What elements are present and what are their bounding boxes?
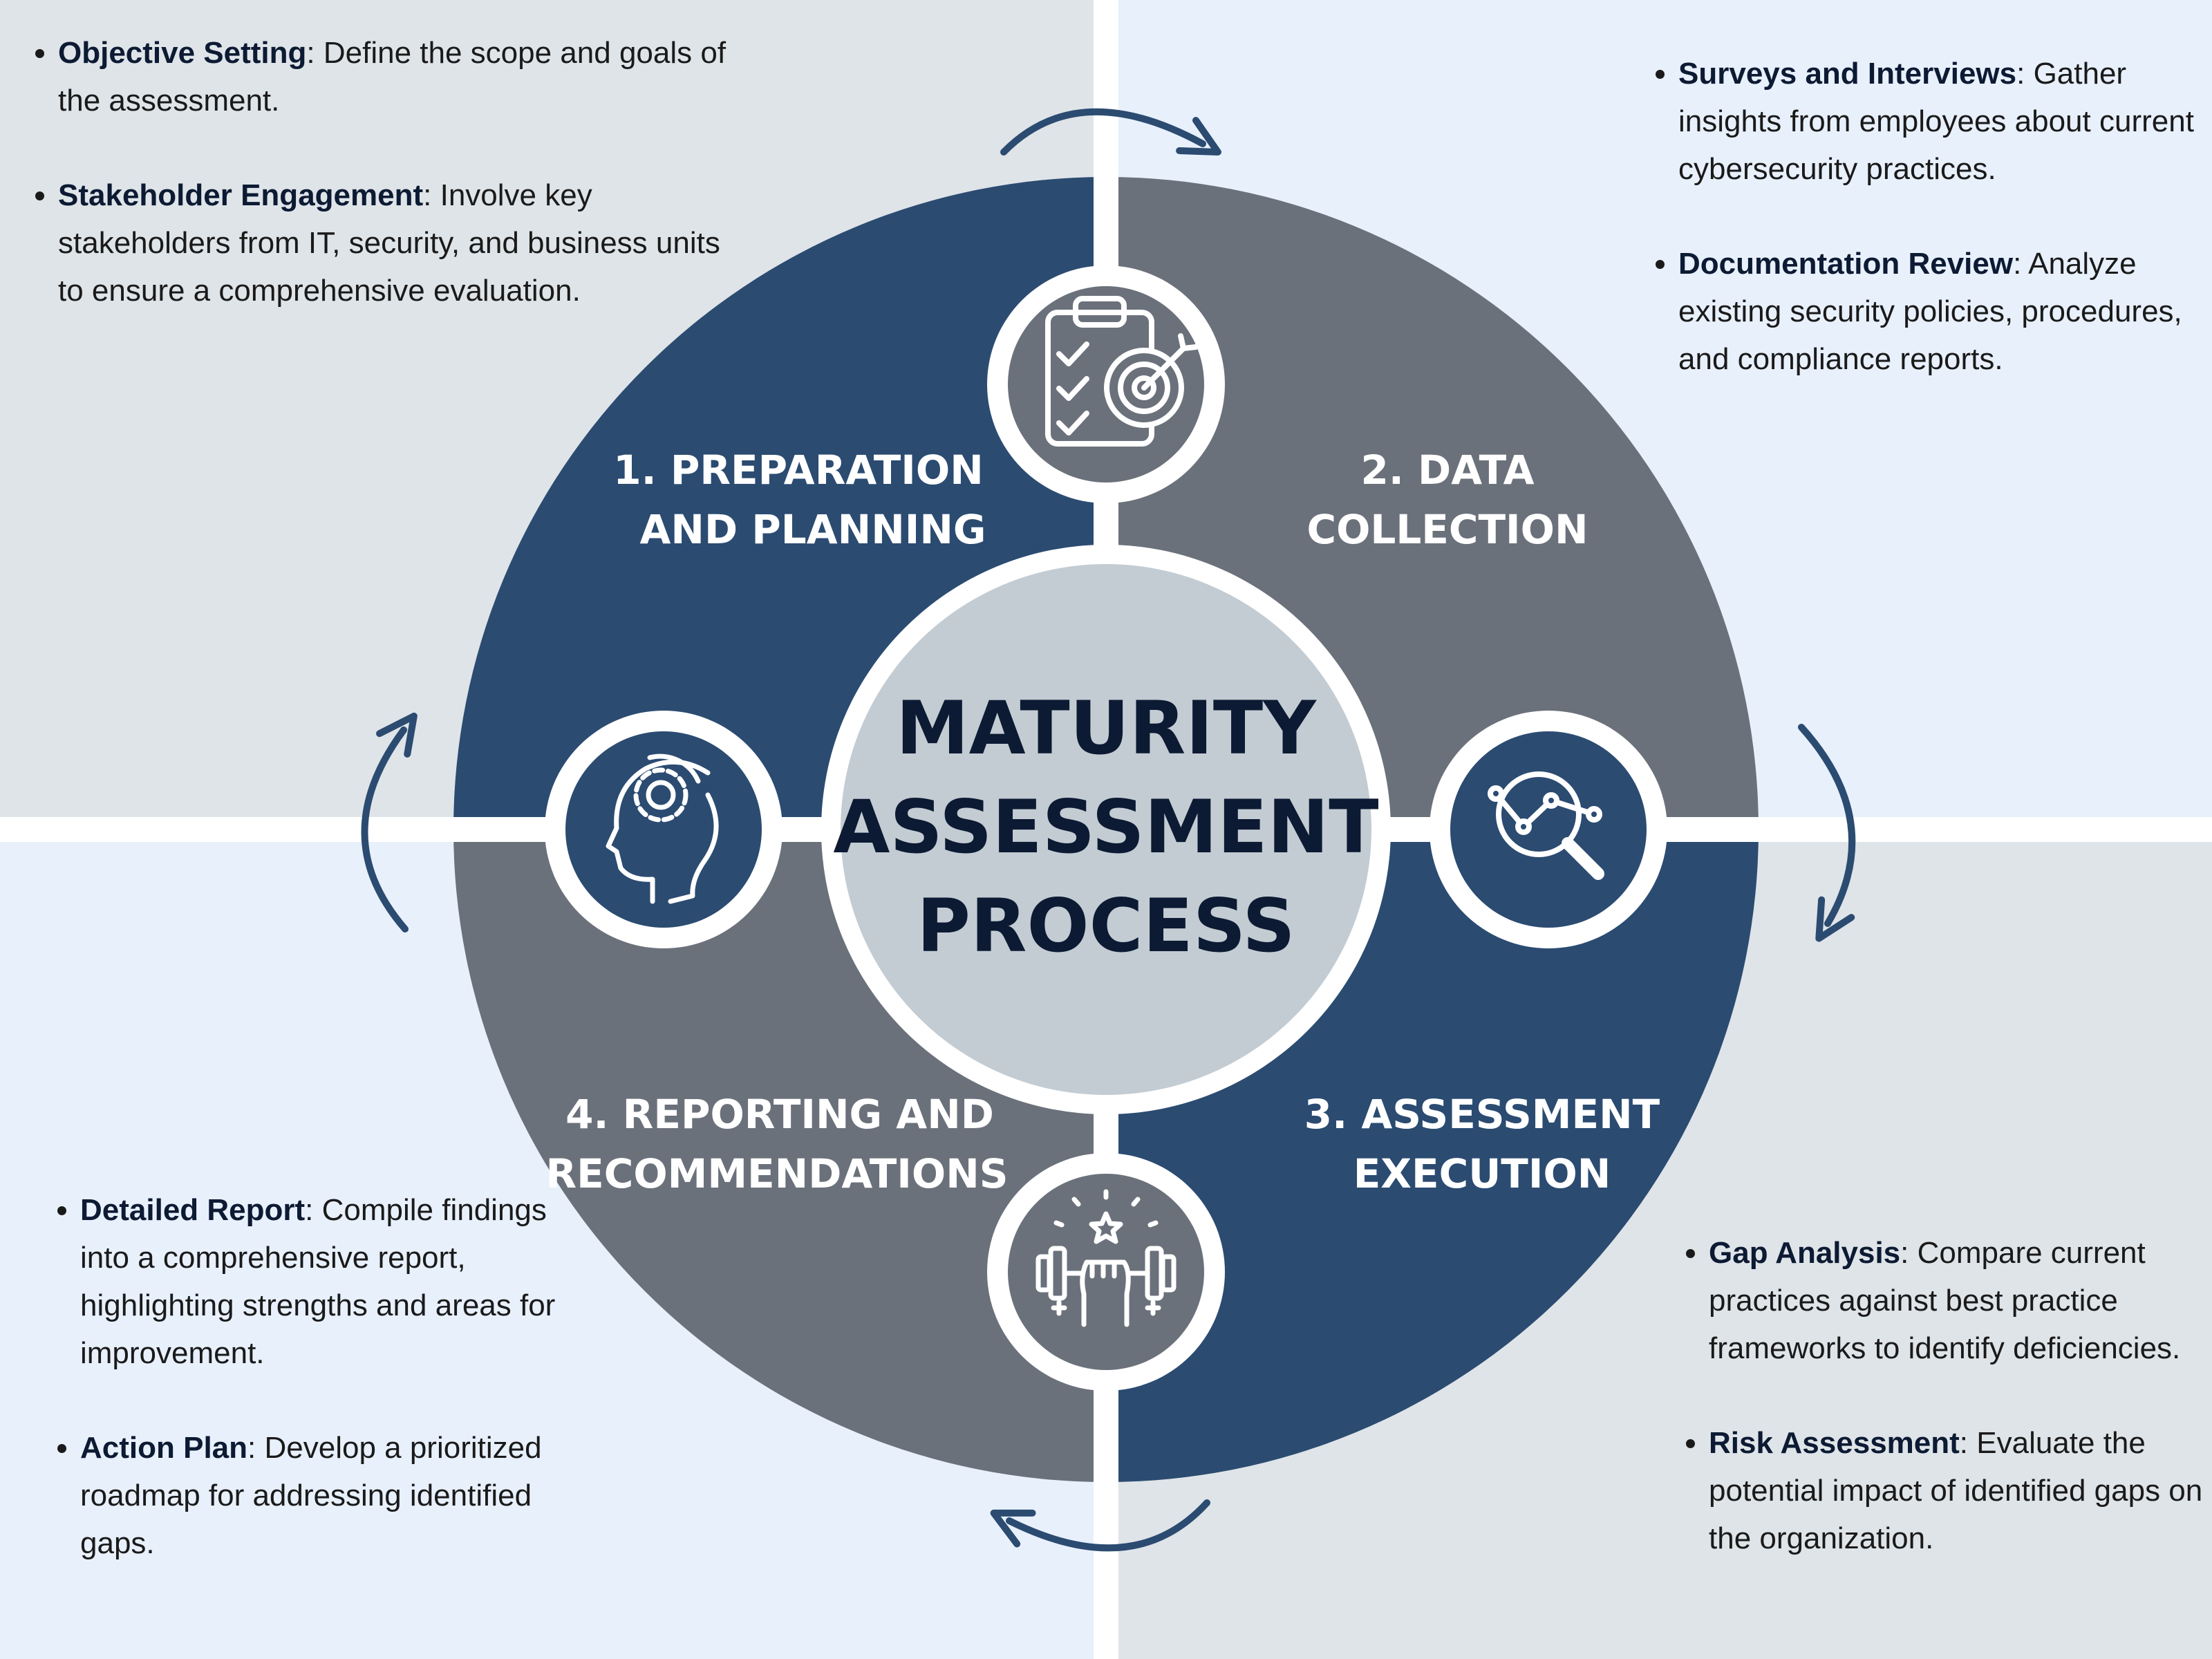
phase-1-notes: Objective Setting: Define the scope and … [25, 29, 749, 315]
bullet-term: Detailed Report [80, 1193, 306, 1227]
center-title-line-2: ASSESSMENT [833, 785, 1378, 870]
list-item: Action Plan: Develop a prioritized roadm… [80, 1424, 578, 1567]
phase-4-notes: Detailed Report: Compile findings into a… [47, 1186, 578, 1567]
bullet-text: : Develop a prioritized roadmap for addr… [80, 1431, 542, 1560]
list-item: Gap Analysis: Compare current practices … [1709, 1229, 2212, 1372]
bullet-text: : Compile findings into a comprehensive … [80, 1193, 556, 1370]
bullet-term: Risk Assessment [1709, 1426, 1960, 1460]
bullet-text: : Involve key stakeholders from IT, secu… [58, 178, 720, 308]
bullet-term: Stakeholder Engagement [58, 178, 424, 212]
bullet-text: : Analyze existing security policies, pr… [1678, 247, 2182, 376]
phase-2-notes: Surveys and Interviews: Gather insights … [1645, 50, 2212, 383]
badge-top [987, 265, 1225, 503]
badge-right [1430, 711, 1667, 948]
phase-4-title-line-1: 4. REPORTING AND [565, 1091, 994, 1138]
phase-4-title-line-2: RECOMMENDATIONS [545, 1150, 1008, 1197]
bullet-term: Surveys and Interviews [1678, 57, 2017, 91]
bullet-text: : Evaluate the potential impact of ident… [1709, 1426, 2203, 1555]
bullet-term: Documentation Review [1678, 247, 2014, 281]
bullet-term: Objective Setting [58, 36, 307, 70]
list-item: Objective Setting: Define the scope and … [58, 29, 749, 124]
list-item: Documentation Review: Analyze existing s… [1678, 240, 2212, 383]
arrow-bottom [990, 1499, 1210, 1552]
analytics-magnifier-icon [1488, 771, 1604, 880]
arrow-right [1798, 724, 1856, 942]
arrow-left [361, 712, 418, 932]
phase-1-title-line-2: AND PLANNING [640, 506, 986, 553]
list-item: Surveys and Interviews: Gather insights … [1678, 50, 2212, 193]
list-item: Detailed Report: Compile findings into a… [80, 1186, 578, 1377]
phase-2-title-line-1: 2. DATA [1360, 447, 1534, 494]
badge-left [545, 711, 782, 948]
phase-2-title-line-2: COLLECTION [1307, 506, 1588, 553]
bullet-text: : Gather insights from employees about c… [1678, 57, 2194, 186]
cycle-arrows [361, 108, 1856, 1552]
center-title-line-1: MATURITY [896, 686, 1317, 771]
head-gear-icon [606, 753, 719, 904]
bullet-text: : Compare current practices against best… [1709, 1236, 2181, 1365]
phase-3-title-line-2: EXECUTION [1353, 1150, 1611, 1197]
phase-3-title-line-1: 3. ASSESSMENT [1304, 1091, 1660, 1138]
strength-fist-dumbbell-icon [1035, 1189, 1177, 1327]
list-item: Stakeholder Engagement: Involve key stak… [58, 171, 749, 315]
clipboard-target-icon [1045, 296, 1199, 447]
bullet-text: : Define the scope and goals of the asse… [58, 36, 727, 118]
center-hub-fill [841, 564, 1371, 1095]
bullet-term: Action Plan [80, 1431, 248, 1465]
center-title-line-3: PROCESS [917, 883, 1295, 968]
badge-bottom [987, 1153, 1225, 1391]
arrow-top [1000, 108, 1221, 156]
phase-1-title-line-1: 1. PREPARATION [613, 447, 983, 494]
list-item: Risk Assessment: Evaluate the potential … [1709, 1419, 2212, 1562]
phase-3-notes: Gap Analysis: Compare current practices … [1676, 1229, 2212, 1562]
bullet-term: Gap Analysis [1709, 1236, 1901, 1270]
